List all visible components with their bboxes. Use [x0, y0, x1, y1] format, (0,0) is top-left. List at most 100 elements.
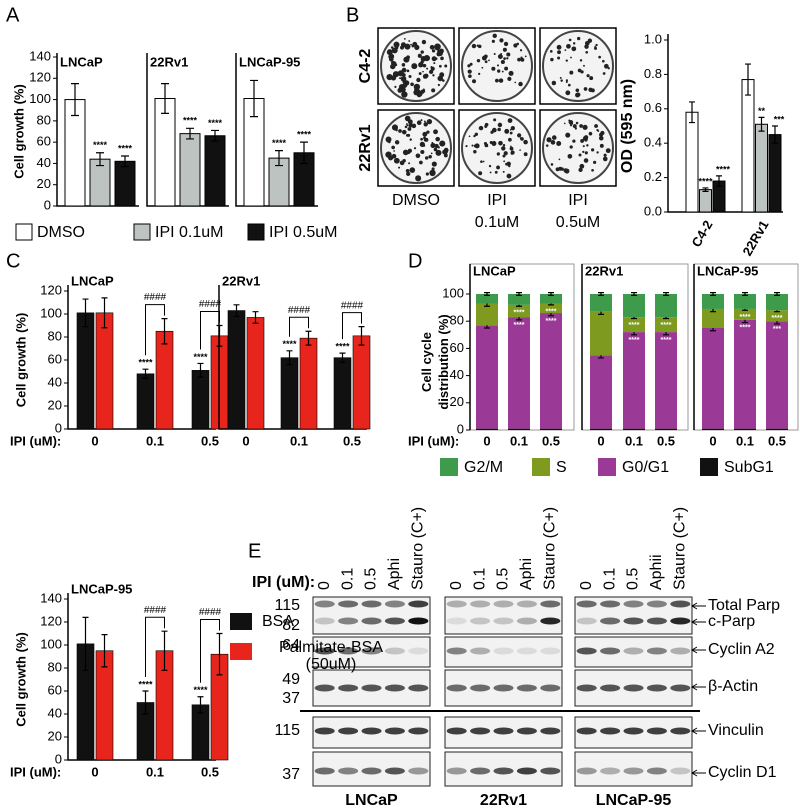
bar-segment — [590, 355, 612, 429]
colony — [576, 36, 581, 41]
arrow — [691, 646, 706, 654]
band — [493, 600, 514, 608]
colony — [430, 66, 435, 71]
colony — [425, 172, 429, 176]
error-bar — [772, 125, 778, 144]
band — [384, 684, 405, 692]
bar — [755, 123, 768, 213]
colony — [503, 57, 506, 61]
panel-title: LNCaP — [60, 54, 103, 69]
bar-segment — [476, 303, 498, 326]
colony — [575, 88, 580, 93]
colony — [498, 78, 504, 83]
band — [314, 600, 335, 608]
colony — [398, 166, 401, 169]
band — [384, 767, 405, 775]
lane-label: 0.5 — [495, 568, 512, 590]
error-bar — [197, 696, 204, 714]
error-bar — [161, 83, 169, 115]
comparison-bracket — [289, 316, 309, 337]
colony — [423, 122, 428, 127]
x-tick-label: 0.5 — [768, 433, 786, 448]
colony — [394, 140, 400, 145]
error-bar — [548, 292, 554, 296]
colony — [432, 74, 435, 77]
band — [576, 600, 597, 608]
colony — [565, 79, 569, 82]
colony — [509, 131, 513, 135]
band — [600, 684, 621, 692]
band — [600, 647, 621, 655]
significance: **** — [698, 176, 713, 186]
colony — [391, 153, 397, 159]
bar-segment — [540, 428, 562, 430]
colony — [474, 143, 480, 149]
colony — [443, 147, 449, 153]
y-tick-label: 40 — [37, 155, 51, 170]
band — [338, 727, 359, 735]
bar-segment — [655, 332, 677, 429]
error-bar — [216, 632, 223, 676]
x-tick-label: 0 — [597, 433, 604, 448]
colony — [471, 43, 477, 49]
comparison-label: #### — [144, 605, 167, 616]
colony — [420, 119, 423, 122]
mw-marker: 37 — [282, 766, 300, 783]
bar-segment — [734, 294, 756, 309]
lane-label: Stauro (C+) — [542, 507, 559, 590]
colony — [431, 88, 436, 93]
y-tick-label: 0.0 — [644, 203, 662, 218]
error-bar — [161, 630, 168, 671]
bar-segment — [766, 310, 788, 322]
panel-title: LNCaP-95 — [697, 263, 758, 278]
significance: **** — [138, 679, 153, 689]
colony — [411, 63, 418, 70]
lane-label: 0.5 — [363, 568, 380, 590]
error-bar — [96, 152, 104, 167]
band — [493, 647, 514, 655]
x-tick-label: 0.1 — [146, 433, 164, 448]
colony — [504, 128, 510, 134]
lane-label: Stauro (C+) — [410, 507, 427, 590]
band — [540, 684, 561, 692]
colony — [408, 162, 411, 165]
panel-title: LNCaP-95 — [71, 581, 132, 596]
comparison-label: #### — [288, 305, 311, 316]
colony — [550, 57, 554, 62]
colony — [480, 160, 483, 163]
band — [516, 600, 537, 608]
band — [446, 684, 467, 692]
band — [361, 727, 382, 735]
error-bar — [197, 362, 204, 378]
significance: **** — [546, 308, 557, 315]
bar — [768, 134, 782, 213]
comparison-label: #### — [341, 300, 364, 311]
band — [470, 617, 491, 625]
legend-swatch — [532, 458, 550, 476]
panel-letter: D — [408, 250, 422, 272]
band — [576, 684, 597, 692]
plate — [542, 112, 614, 184]
colony — [590, 88, 595, 93]
bar — [191, 370, 210, 430]
band — [446, 617, 467, 625]
arrow — [691, 602, 706, 610]
colony — [465, 144, 468, 148]
x-tick-label: 0.1 — [510, 433, 528, 448]
bar — [114, 160, 136, 207]
bar-segment — [766, 428, 788, 430]
colony — [503, 160, 506, 163]
bar-segment — [508, 428, 530, 430]
significance: **** — [546, 318, 557, 325]
y-axis-label: OD (595 nm) — [619, 79, 636, 173]
band — [446, 727, 467, 735]
band — [600, 767, 621, 775]
bar-segment — [766, 321, 788, 429]
band — [408, 684, 429, 692]
colony — [431, 167, 435, 171]
colony — [586, 144, 589, 147]
bar-segment — [476, 428, 498, 430]
colony — [567, 83, 571, 87]
panel-title: 22Rv1 — [585, 263, 623, 278]
